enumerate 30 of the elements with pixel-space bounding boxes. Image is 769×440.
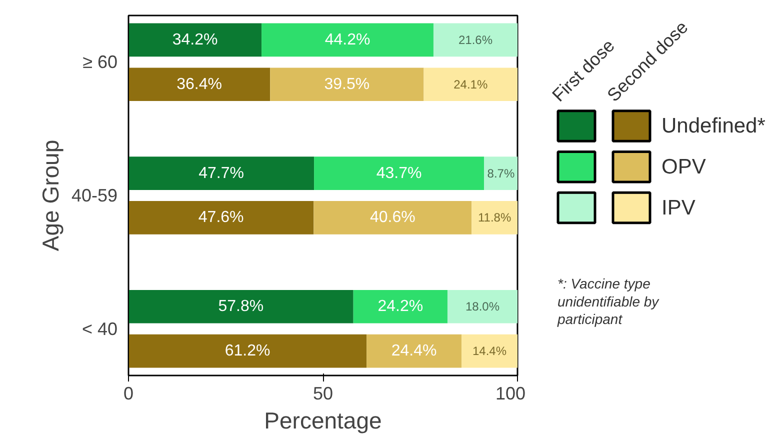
y-tick-label: ≥ 60 — [82, 52, 118, 72]
x-axis-title: Percentage — [264, 408, 382, 434]
data-label: 43.7% — [376, 164, 422, 182]
data-label: 8.7% — [487, 166, 515, 180]
x-tick-label: 100 — [495, 384, 526, 404]
data-label: 57.8% — [218, 298, 264, 316]
y-axis-title: Age Group — [37, 140, 64, 252]
data-label: 24.1% — [454, 77, 488, 92]
y-tick-label: 40-59 — [71, 186, 118, 206]
data-label: 21.6% — [458, 32, 493, 47]
text: *: Vaccine type unidentifiable by participant — [556, 276, 660, 327]
x-tick-label: 50 — [312, 384, 334, 404]
y-tick-label: < 40 — [82, 318, 118, 339]
data-label: 34.2% — [172, 31, 218, 48]
legend-label: Undefined* — [662, 114, 766, 138]
x-tick-label: 0 — [123, 384, 134, 404]
legend-label: IPV — [662, 196, 696, 220]
data-label: 36.4% — [176, 76, 222, 93]
data-label: 44.2% — [324, 31, 370, 48]
data-label: 24.2% — [378, 298, 424, 316]
data-label: 18.0% — [465, 300, 500, 314]
legend-label: OPV — [662, 155, 706, 178]
data-label: 47.7% — [198, 164, 244, 182]
data-label: 24.4% — [391, 342, 437, 360]
data-label: 39.5% — [324, 76, 370, 93]
data-label: 14.4% — [472, 344, 507, 358]
data-label: 61.2% — [224, 342, 270, 360]
data-label: 47.6% — [198, 209, 244, 226]
data-label: 40.6% — [370, 209, 416, 226]
data-label: 11.8% — [478, 210, 512, 225]
